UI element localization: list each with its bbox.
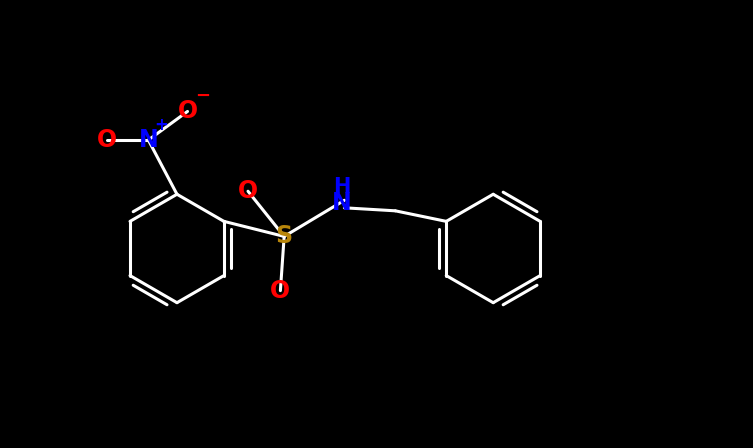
Text: N: N xyxy=(139,128,158,152)
Text: O: O xyxy=(97,128,117,152)
Text: O: O xyxy=(238,179,258,203)
Text: O: O xyxy=(270,279,291,303)
Text: −: − xyxy=(195,87,210,105)
Text: N: N xyxy=(331,190,351,215)
Text: +: + xyxy=(154,116,168,134)
Text: H: H xyxy=(333,177,350,197)
Text: O: O xyxy=(178,99,197,124)
Text: S: S xyxy=(276,224,293,249)
